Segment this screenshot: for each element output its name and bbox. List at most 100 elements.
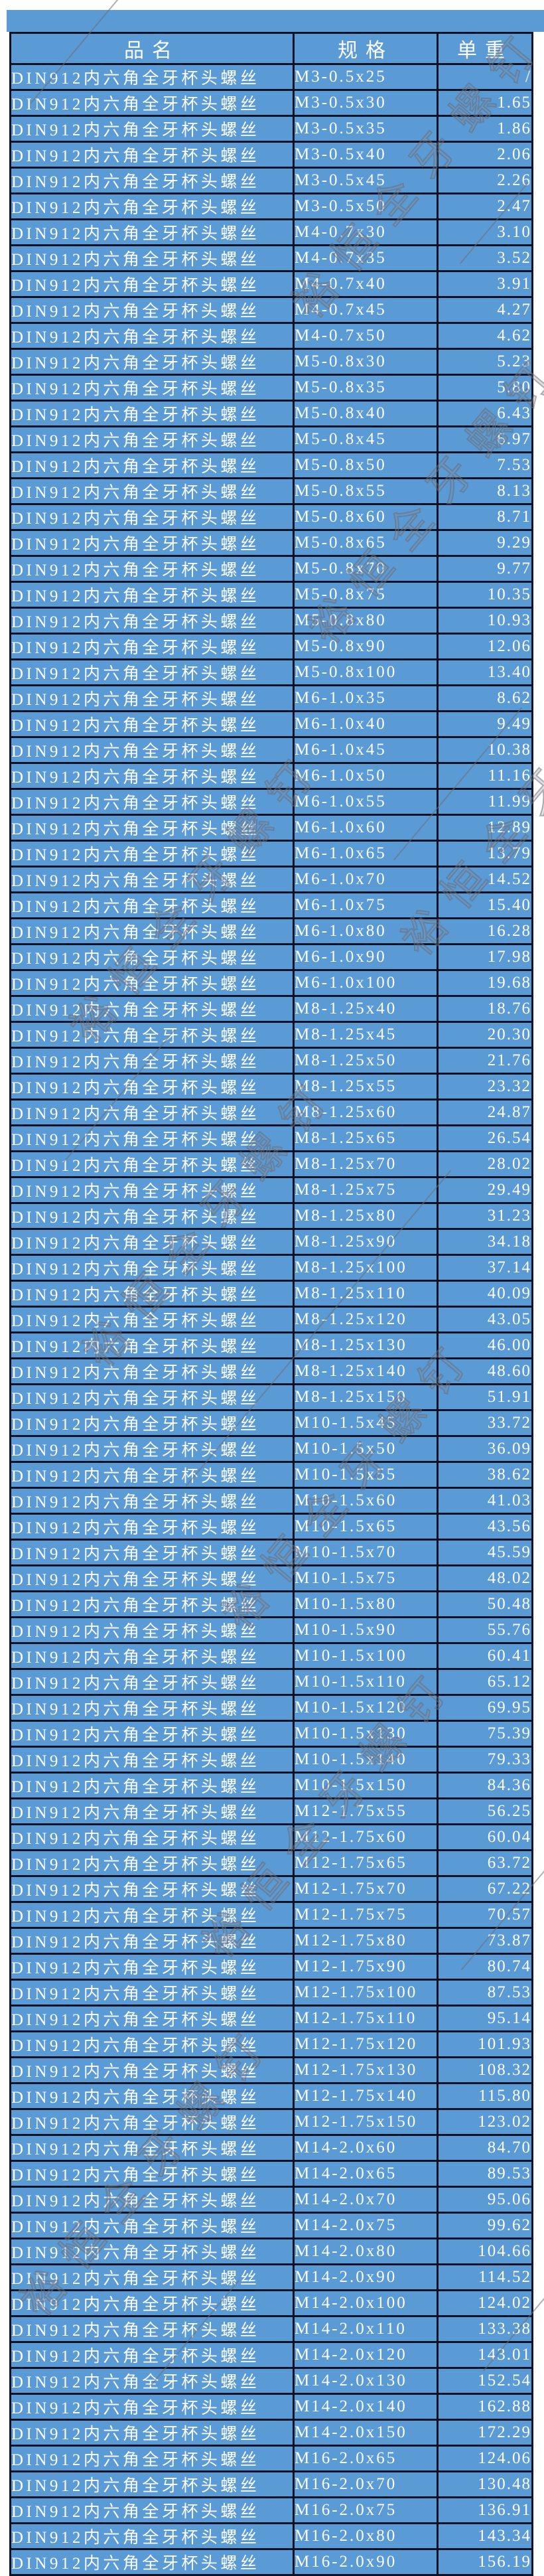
product-name-cell: DIN912内六角全牙杯头螺丝 bbox=[9, 2445, 295, 2472]
table-row: DIN912内六角全牙杯头螺丝 M16-2.0x70 130.48 bbox=[9, 2470, 533, 2498]
product-name-cell: DIN912内六角全牙杯头螺丝 bbox=[9, 995, 295, 1023]
table-row: DIN912内六角全牙杯头螺丝 M12-1.75x75 70.57 bbox=[9, 1901, 533, 1929]
product-name-cell: DIN912内六角全牙杯头螺丝 bbox=[9, 1901, 295, 1929]
product-name-cell: DIN912内六角全牙杯头螺丝 bbox=[9, 1694, 295, 1722]
spec-cell: M3-0.5x40 bbox=[293, 141, 439, 169]
table-row: DIN912内六角全牙杯头螺丝 M8-1.25x45 20.30 bbox=[9, 1021, 533, 1049]
spec-cell: M12-1.75x90 bbox=[293, 1953, 439, 1981]
weight-cell: 3.52 bbox=[437, 244, 533, 272]
product-name-cell: DIN912内六角全牙杯头螺丝 bbox=[9, 529, 295, 557]
table-row: DIN912内六角全牙杯头螺丝 M8-1.25x70 28.02 bbox=[9, 1150, 533, 1178]
weight-cell: 11.99 bbox=[437, 788, 533, 816]
table-row: DIN912内六角全牙杯头螺丝 M8-1.25x130 46.00 bbox=[9, 1331, 533, 1359]
weight-cell: 3.10 bbox=[437, 218, 533, 246]
weight-cell: 12.89 bbox=[437, 814, 533, 842]
table-row: DIN912内六角全牙杯头螺丝 M12-1.75x55 56.25 bbox=[9, 1797, 533, 1825]
spec-cell: M14-2.0x110 bbox=[293, 2315, 439, 2343]
weight-cell: 20.30 bbox=[437, 1021, 533, 1049]
weight-cell: 7.53 bbox=[437, 451, 533, 479]
product-name-cell: DIN912内六角全牙杯头螺丝 bbox=[9, 1280, 295, 1308]
weight-cell: 41.03 bbox=[437, 1487, 533, 1515]
spec-cell: M6-1.0x35 bbox=[293, 684, 439, 712]
weight-cell: 50.48 bbox=[437, 1590, 533, 1618]
table-row: DIN912内六角全牙杯头螺丝 M5-0.8x45 6.97 bbox=[9, 425, 533, 453]
table-row: DIN912内六角全牙杯头螺丝 M12-1.75x80 73.87 bbox=[9, 1927, 533, 1955]
table-row: DIN912内六角全牙杯头螺丝 M8-1.25x50 21.76 bbox=[9, 1047, 533, 1075]
product-name-cell: DIN912内六角全牙杯头螺丝 bbox=[9, 1228, 295, 1256]
table-row: DIN912内六角全牙杯头螺丝 M14-2.0x65 89.53 bbox=[9, 2160, 533, 2188]
product-name-cell: DIN912内六角全牙杯头螺丝 bbox=[9, 840, 295, 868]
table-row: DIN912内六角全牙杯头螺丝 M5-0.8x80 10.93 bbox=[9, 607, 533, 635]
weight-cell: 75.39 bbox=[437, 1720, 533, 1748]
weight-cell: 84.70 bbox=[437, 2134, 533, 2162]
product-name-cell: DIN912内六角全牙杯头螺丝 bbox=[9, 1772, 295, 1799]
product-name-cell: DIN912内六角全牙杯头螺丝 bbox=[9, 2134, 295, 2162]
table-row: DIN912内六角全牙杯头螺丝 M14-2.0x70 95.06 bbox=[9, 2186, 533, 2214]
spec-cell: M5-0.8x100 bbox=[293, 658, 439, 686]
weight-cell: 56.25 bbox=[437, 1797, 533, 1825]
product-name-cell: DIN912内六角全牙杯头螺丝 bbox=[9, 1409, 295, 1437]
spec-cell: M14-2.0x80 bbox=[293, 2237, 439, 2265]
product-name-cell: DIN912内六角全牙杯头螺丝 bbox=[9, 2419, 295, 2447]
spec-cell: M12-1.75x120 bbox=[293, 2030, 439, 2058]
spec-cell: M12-1.75x75 bbox=[293, 1901, 439, 1929]
spec-cell: M12-1.75x80 bbox=[293, 1927, 439, 1955]
spec-cell: M10-1.5x55 bbox=[293, 1461, 439, 1489]
weight-cell: 21.76 bbox=[437, 1047, 533, 1075]
table-row: DIN912内六角全牙杯头螺丝 M10-1.5x100 60.41 bbox=[9, 1642, 533, 1670]
weight-cell: 13.79 bbox=[437, 840, 533, 868]
product-name-cell: DIN912内六角全牙杯头螺丝 bbox=[9, 1720, 295, 1748]
product-name-cell: DIN912内六角全牙杯头螺丝 bbox=[9, 891, 295, 919]
product-name-cell: DIN912内六角全牙杯头螺丝 bbox=[9, 1331, 295, 1359]
product-name-cell: DIN912内六角全牙杯头螺丝 bbox=[9, 1642, 295, 1670]
spec-cell: M12-1.75x140 bbox=[293, 2082, 439, 2110]
product-name-cell: DIN912内六角全牙杯头螺丝 bbox=[9, 762, 295, 790]
weight-cell: 46.00 bbox=[437, 1331, 533, 1359]
product-name-cell: DIN912内六角全牙杯头螺丝 bbox=[9, 1849, 295, 1877]
spec-cell: M14-2.0x120 bbox=[293, 2341, 439, 2369]
table-row: DIN912内六角全牙杯头螺丝 M4-0.7x35 3.52 bbox=[9, 244, 533, 272]
table-row: DIN912内六角全牙杯头螺丝 M6-1.0x100 19.68 bbox=[9, 969, 533, 997]
table-row: DIN912内六角全牙杯头螺丝 M10-1.5x150 84.36 bbox=[9, 1772, 533, 1799]
weight-cell: 60.41 bbox=[437, 1642, 533, 1670]
spec-cell: M10-1.5x130 bbox=[293, 1720, 439, 1748]
spec-cell: M12-1.75x60 bbox=[293, 1823, 439, 1851]
weight-cell: / bbox=[437, 63, 533, 91]
table-row: DIN912内六角全牙杯头螺丝 M10-1.5x120 69.95 bbox=[9, 1694, 533, 1722]
product-name-cell: DIN912内六角全牙杯头螺丝 bbox=[9, 1539, 295, 1566]
weight-cell: 19.68 bbox=[437, 969, 533, 997]
weight-cell: 31.23 bbox=[437, 1202, 533, 1230]
table-row: DIN912内六角全牙杯头螺丝 M14-2.0x130 152.54 bbox=[9, 2367, 533, 2395]
spec-cell: M10-1.5x90 bbox=[293, 1616, 439, 1644]
spec-cell: M3-0.5x45 bbox=[293, 167, 439, 194]
weight-cell: 95.06 bbox=[437, 2186, 533, 2214]
weight-cell: 17.98 bbox=[437, 943, 533, 971]
product-name-cell: DIN912内六角全牙杯头螺丝 bbox=[9, 2056, 295, 2084]
product-name-cell: DIN912内六角全牙杯头螺丝 bbox=[9, 658, 295, 686]
weight-cell: 6.97 bbox=[437, 425, 533, 453]
product-name-cell: DIN912内六角全牙杯头螺丝 bbox=[9, 348, 295, 376]
weight-cell: 2.06 bbox=[437, 141, 533, 169]
table-row: DIN912内六角全牙杯头螺丝 M5-0.8x50 7.53 bbox=[9, 451, 533, 479]
product-name-cell: DIN912内六角全牙杯头螺丝 bbox=[9, 89, 295, 117]
spec-cell: M6-1.0x100 bbox=[293, 969, 439, 997]
spec-cell: M3-0.5x50 bbox=[293, 192, 439, 220]
weight-cell: 24.87 bbox=[437, 1099, 533, 1126]
table-row: DIN912内六角全牙杯头螺丝 M3-0.5x30 1.65 bbox=[9, 89, 533, 117]
product-name-cell: DIN912内六角全牙杯头螺丝 bbox=[9, 1124, 295, 1152]
weight-cell: 5.80 bbox=[437, 374, 533, 402]
spec-cell: M8-1.25x70 bbox=[293, 1150, 439, 1178]
weight-cell: 67.22 bbox=[437, 1875, 533, 1903]
product-name-cell: DIN912内六角全牙杯头螺丝 bbox=[9, 2212, 295, 2239]
table-row: DIN912内六角全牙杯头螺丝 M10-1.5x75 48.02 bbox=[9, 1564, 533, 1592]
weight-cell: 73.87 bbox=[437, 1927, 533, 1955]
table-row: DIN912内六角全牙杯头螺丝 M4-0.7x40 3.91 bbox=[9, 270, 533, 298]
product-name-cell: DIN912内六角全牙杯头螺丝 bbox=[9, 2237, 295, 2265]
spec-cell: M4-0.7x30 bbox=[293, 218, 439, 246]
price-table: 品名 规格 单重 DIN912内六角全牙杯头螺丝 M3-0.5x25 / DIN… bbox=[9, 32, 533, 2576]
spec-cell: M14-2.0x140 bbox=[293, 2393, 439, 2421]
spec-cell: M6-1.0x75 bbox=[293, 891, 439, 919]
spec-cell: M5-0.8x35 bbox=[293, 374, 439, 402]
table-row: DIN912内六角全牙杯头螺丝 M6-1.0x35 8.62 bbox=[9, 684, 533, 712]
table-row: DIN912内六角全牙杯头螺丝 M6-1.0x65 13.79 bbox=[9, 840, 533, 868]
